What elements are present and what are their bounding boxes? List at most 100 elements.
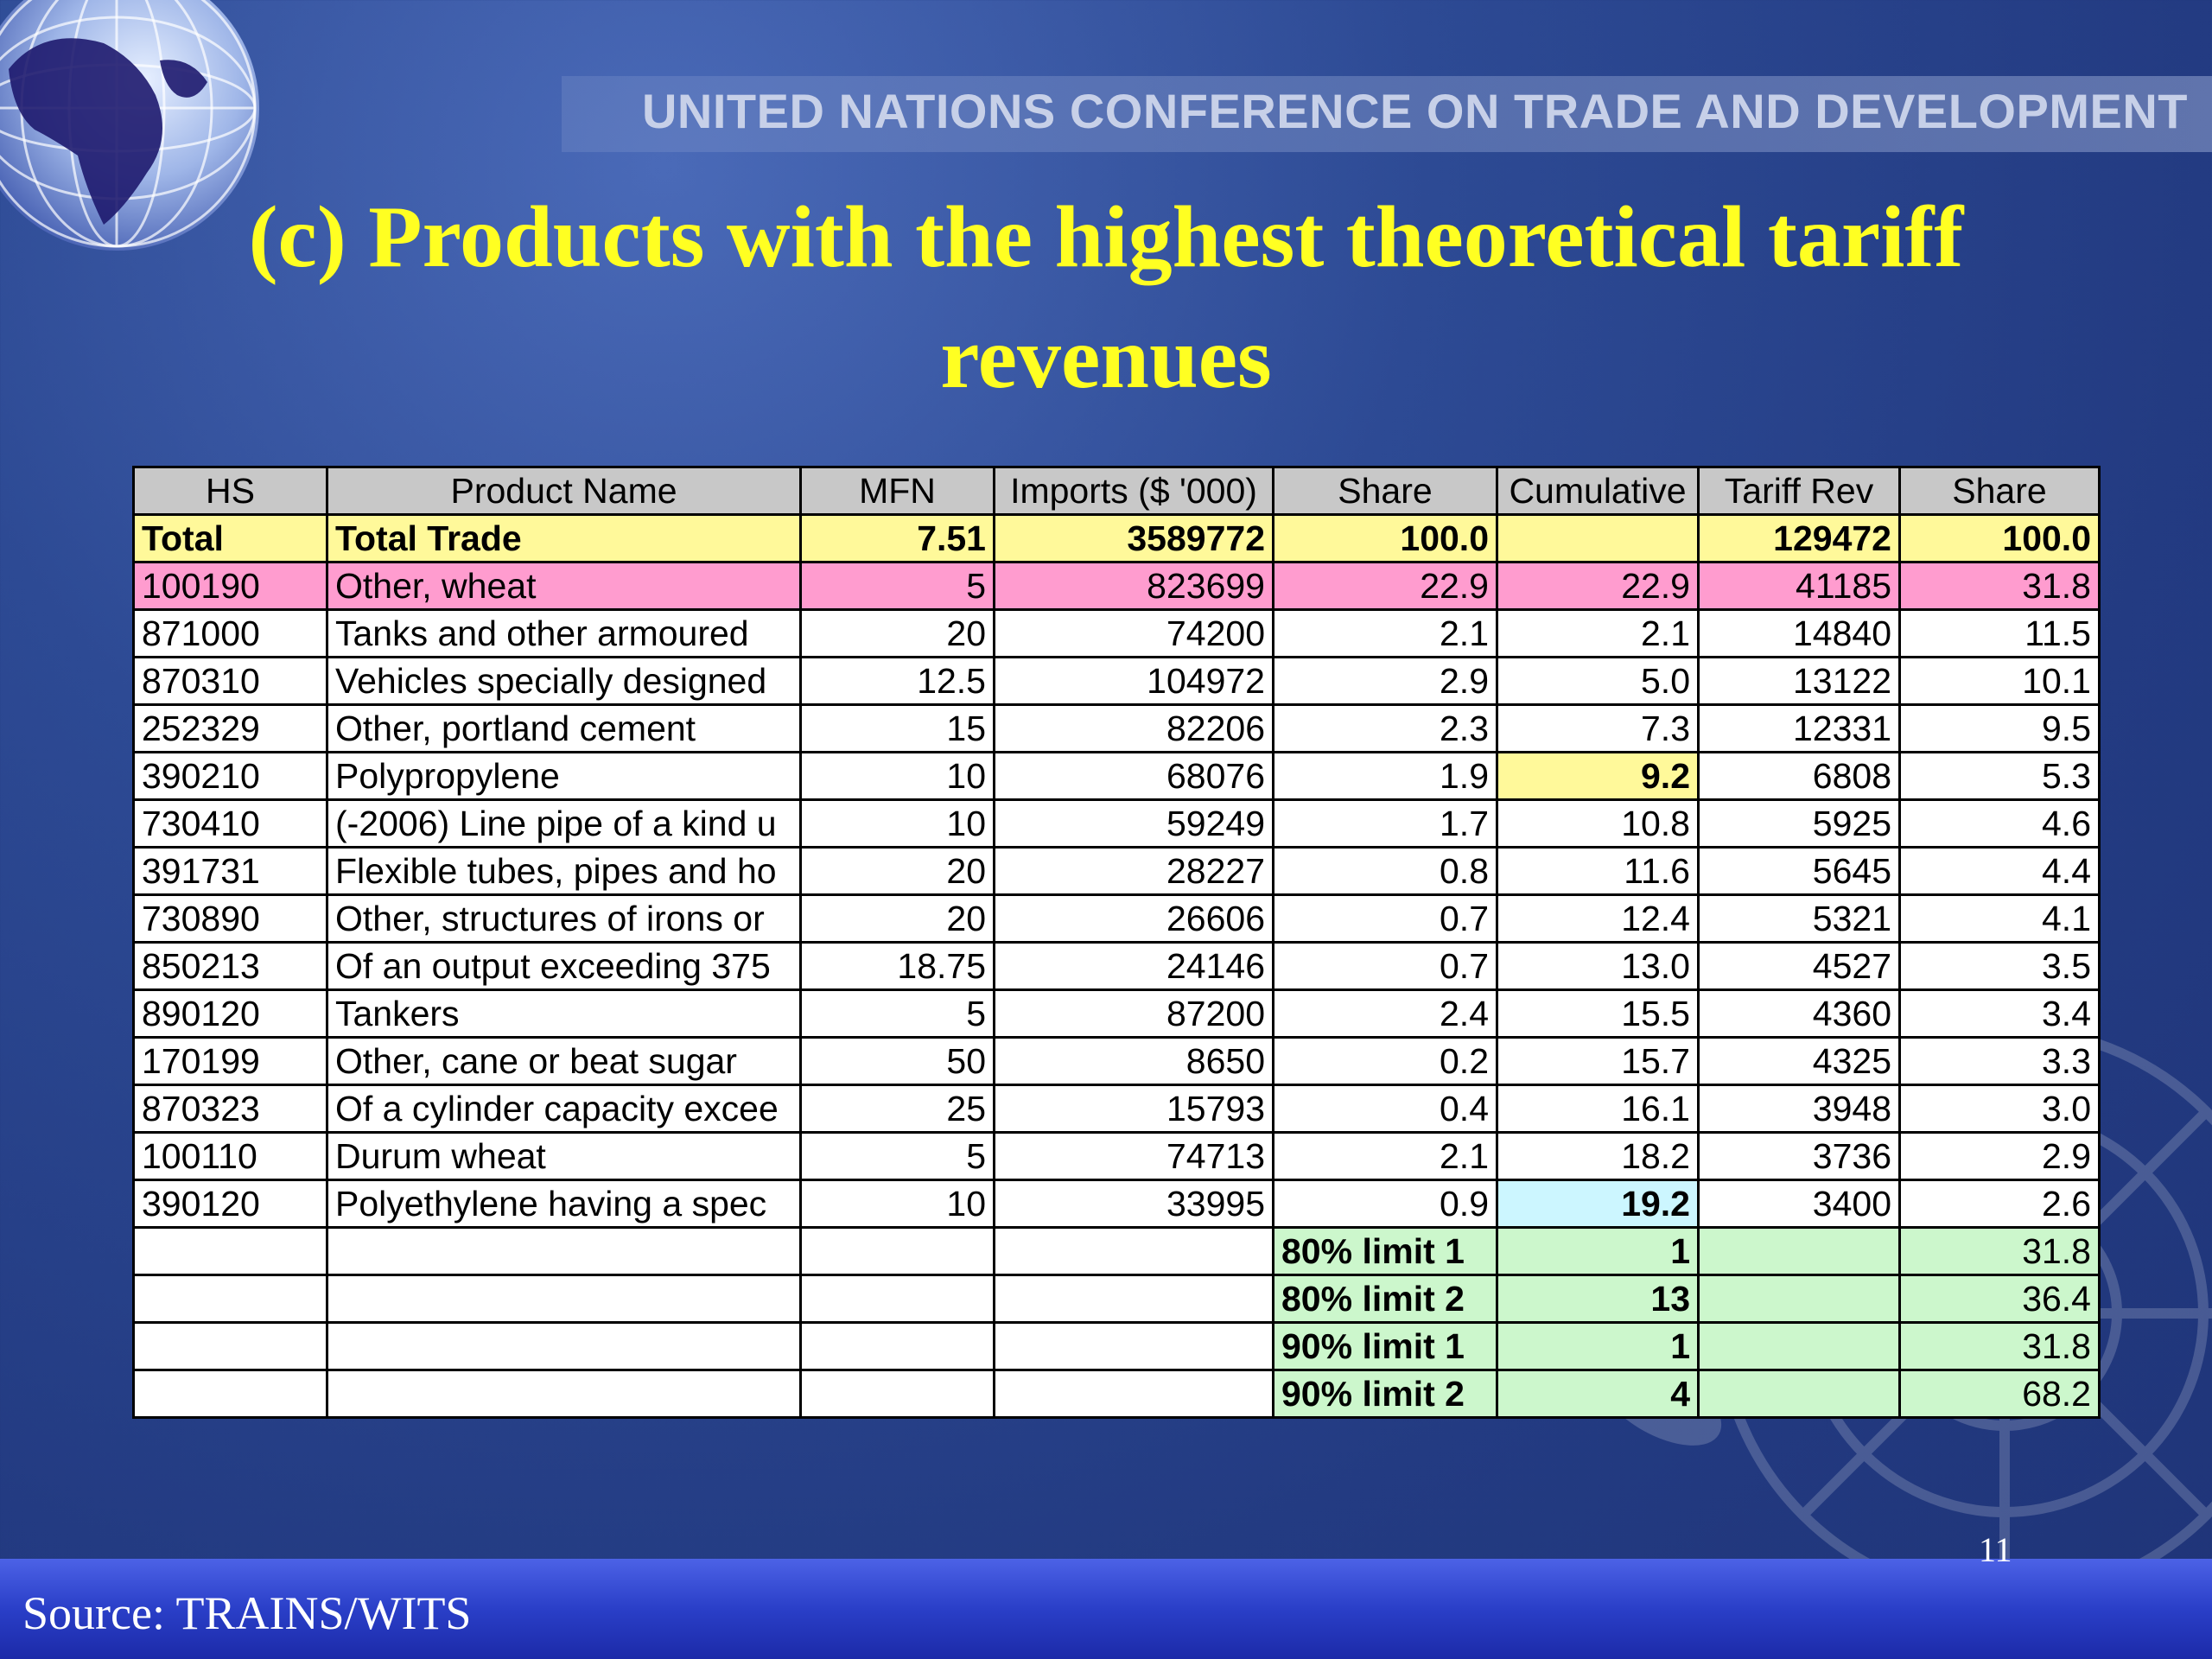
cell-product-name: Tanks and other armoured [326,608,802,658]
cell-share: 1.7 [1272,798,1498,849]
cell-imports: 74713 [993,1131,1274,1181]
cell-tariff-rev: 5925 [1697,798,1901,849]
cell-imports: 26606 [993,893,1274,944]
cell-share-tariff: 9.5 [1898,703,2101,753]
cell-limit-count: 13 [1496,1274,1700,1324]
cell-share-tariff: 4.6 [1898,798,2101,849]
limit-row: 80% limit 1 1 31.8 [132,1226,2101,1276]
cell-share-tariff: 3.3 [1898,1036,2101,1086]
cell-tariff-rev: 5645 [1697,846,1901,896]
cell-empty [993,1226,1274,1276]
table-row: 252329 Other, portland cement 15 82206 2… [132,703,2101,753]
table-row: 730410 (-2006) Line pipe of a kind u 10 … [132,798,2101,849]
cell-product-name: Tankers [326,988,802,1039]
cell-product-name: Other, portland cement [326,703,802,753]
cell-imports: 74200 [993,608,1274,658]
slide-title-line-1: (c) Products with the highest theoretica… [248,188,1964,286]
cell-empty [799,1321,995,1371]
cell-limit-label: 90% limit 2 [1272,1369,1498,1419]
cell-mfn: 5 [799,561,995,611]
cell-imports: 68076 [993,751,1274,801]
cell-cumulative [1496,513,1700,563]
cell-product-name: Other, wheat [326,561,802,611]
cell-share: 0.9 [1272,1179,1498,1229]
cell-share: 100.0 [1272,513,1498,563]
header-band [562,76,2212,152]
cell-share: 0.8 [1272,846,1498,896]
cell-mfn: 5 [799,988,995,1039]
cell-mfn: 7.51 [799,513,995,563]
cell-limit-share: 68.2 [1898,1369,2101,1419]
cell-imports: 87200 [993,988,1274,1039]
cell-empty [1697,1274,1901,1324]
cell-cumulative-highlight: 9.2 [1496,751,1700,801]
cell-limit-label: 80% limit 1 [1272,1226,1498,1276]
table-row: 100110 Durum wheat 5 74713 2.1 18.2 3736… [132,1131,2101,1181]
cell-empty [132,1274,328,1324]
cell-share-tariff: 11.5 [1898,608,2101,658]
tariff-revenue-table: HS Product Name MFN Imports ($ '000) Sha… [132,466,2101,1419]
cell-limit-share: 31.8 [1898,1226,2101,1276]
total-row: Total Total Trade 7.51 3589772 100.0 129… [132,513,2101,563]
cell-product-name: (-2006) Line pipe of a kind u [326,798,802,849]
column-header-imports: Imports ($ '000) [993,466,1274,516]
cell-product-name: Durum wheat [326,1131,802,1181]
cell-cumulative: 15.5 [1496,988,1700,1039]
cell-product-name: Other, structures of irons or [326,893,802,944]
column-header-hs: HS [132,466,328,516]
cell-empty [326,1274,802,1324]
table-row: 730890 Other, structures of irons or 20 … [132,893,2101,944]
cell-cumulative: 5.0 [1496,656,1700,706]
cell-share: 22.9 [1272,561,1498,611]
cell-product-name: Total Trade [326,513,802,563]
cell-mfn: 15 [799,703,995,753]
cell-share-tariff: 10.1 [1898,656,2101,706]
cell-mfn: 25 [799,1084,995,1134]
cell-cumulative: 15.7 [1496,1036,1700,1086]
cell-share-tariff: 3.0 [1898,1084,2101,1134]
cell-tariff-rev: 3948 [1697,1084,1901,1134]
cell-mfn: 10 [799,798,995,849]
cell-share-tariff: 3.4 [1898,988,2101,1039]
cell-hs: 170199 [132,1036,328,1086]
table-row: 390210 Polypropylene 10 68076 1.9 9.2 68… [132,751,2101,801]
cell-hs: 100190 [132,561,328,611]
cell-share-tariff: 2.9 [1898,1131,2101,1181]
cell-empty [1697,1321,1901,1371]
cell-tariff-rev: 3400 [1697,1179,1901,1229]
cell-tariff-rev: 129472 [1697,513,1901,563]
limit-row: 90% limit 1 1 31.8 [132,1321,2101,1371]
column-header-mfn: MFN [799,466,995,516]
cell-tariff-rev: 5321 [1697,893,1901,944]
cell-share: 2.4 [1272,988,1498,1039]
footer-bar [0,1559,2212,1659]
slide-title-line-2: revenues [940,309,1272,407]
column-header-share: Share [1272,466,1498,516]
cell-cumulative: 7.3 [1496,703,1700,753]
cell-hs: 391731 [132,846,328,896]
cell-hs: Total [132,513,328,563]
cell-tariff-rev: 4325 [1697,1036,1901,1086]
table-row: 100190 Other, wheat 5 823699 22.9 22.9 4… [132,561,2101,611]
cell-imports: 82206 [993,703,1274,753]
cell-tariff-rev: 3736 [1697,1131,1901,1181]
cell-mfn: 20 [799,893,995,944]
cell-limit-count: 4 [1496,1369,1700,1419]
column-header-cumulative: Cumulative [1496,466,1700,516]
table-row: 170199 Other, cane or beat sugar 50 8650… [132,1036,2101,1086]
cell-limit-count: 1 [1496,1321,1700,1371]
cell-tariff-rev: 14840 [1697,608,1901,658]
cell-imports: 8650 [993,1036,1274,1086]
cell-product-name: Other, cane or beat sugar [326,1036,802,1086]
cell-share-tariff: 100.0 [1898,513,2101,563]
cell-share-tariff: 2.6 [1898,1179,2101,1229]
cell-limit-share: 36.4 [1898,1274,2101,1324]
globe-logo [0,0,259,251]
cell-hs: 100110 [132,1131,328,1181]
cell-empty [1697,1369,1901,1419]
cell-share: 0.4 [1272,1084,1498,1134]
slide-title: (c) Products with the highest theoretica… [121,177,2091,419]
cell-mfn: 50 [799,1036,995,1086]
cell-empty [993,1369,1274,1419]
cell-imports: 823699 [993,561,1274,611]
